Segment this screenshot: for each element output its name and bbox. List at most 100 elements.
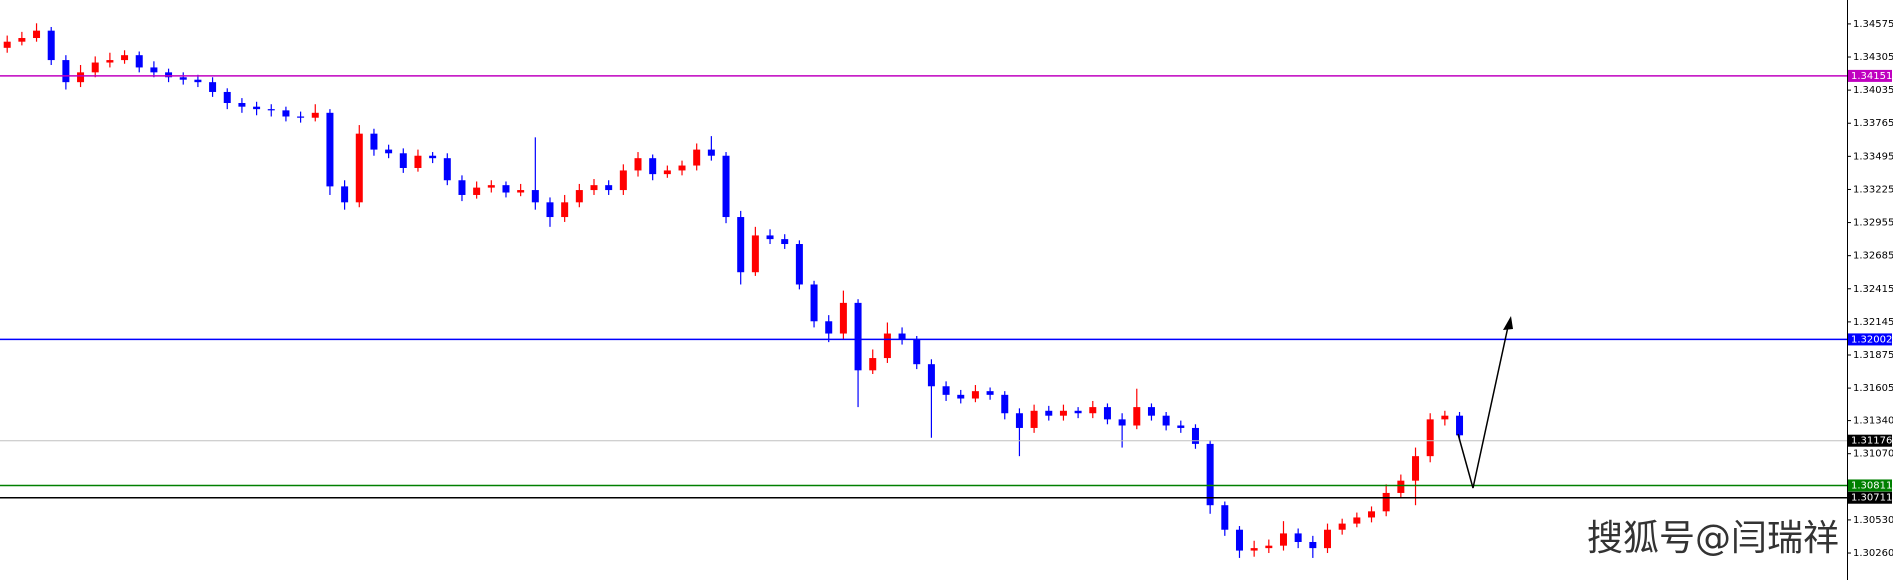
candle-body [326, 112, 334, 187]
candle-body [531, 190, 539, 203]
candle-body [414, 155, 422, 168]
y-tick-label: 1.34575 [1853, 19, 1893, 30]
candle-body [297, 116, 305, 118]
y-tick-label: 1.33765 [1853, 118, 1893, 129]
candle-body [223, 91, 231, 104]
candle-body [458, 180, 466, 195]
candle-body [517, 190, 525, 193]
candle-body [311, 112, 319, 118]
candle-body [649, 158, 657, 175]
candle-body [429, 155, 437, 159]
candle-body [502, 185, 510, 193]
candle-body [1059, 410, 1067, 416]
candle-body [942, 386, 950, 395]
level-label-bg [1848, 333, 1892, 346]
candle-body [1456, 415, 1464, 436]
candle-body [1265, 545, 1273, 549]
y-tick-label: 1.31340 [1853, 416, 1893, 427]
candle-body [883, 333, 891, 359]
candle-body [179, 77, 187, 80]
candle-body [1118, 419, 1126, 426]
candle-body [810, 284, 818, 322]
candle-body [737, 217, 745, 273]
candle-body [62, 60, 70, 83]
y-tick-label: 1.30260 [1853, 548, 1893, 559]
candle-body [1397, 480, 1405, 493]
candle-body [91, 62, 99, 73]
candle-body [194, 79, 202, 83]
y-tick-label: 1.31605 [1853, 383, 1893, 394]
level-label-bg [1848, 491, 1892, 504]
candle-body [106, 60, 114, 63]
candle-body [1206, 443, 1214, 506]
y-tick-label: 1.33495 [1853, 151, 1893, 162]
candle-body [267, 109, 275, 111]
candle-body [1089, 407, 1097, 414]
candle-body [1030, 410, 1038, 428]
candle-body [1221, 505, 1229, 530]
y-tick-label: 1.30530 [1853, 515, 1893, 526]
level-label: 1.30711 [1851, 493, 1892, 504]
y-tick-label: 1.32145 [1853, 317, 1893, 328]
candle-body [1324, 529, 1331, 549]
candle-body [1412, 456, 1420, 481]
plot: 1.34575 1.34305 1.34035 1.33765 1.33495 1.332… [0, 19, 1893, 559]
level-label: 1.34151 [1851, 71, 1892, 82]
candle-body [634, 158, 642, 171]
y-tick-label: 1.32955 [1853, 218, 1893, 229]
candle-body [707, 149, 715, 156]
candle-body [663, 170, 671, 175]
candle-body [487, 185, 495, 188]
candle-body [766, 235, 774, 240]
candle-body [3, 41, 11, 48]
candle-body [341, 186, 349, 203]
candle-body [385, 149, 393, 154]
candle-body [913, 339, 921, 365]
candle-body [1045, 410, 1053, 416]
arrow-head [1503, 316, 1513, 330]
candle-body [839, 302, 847, 334]
candle-body [47, 30, 55, 61]
candle-body [253, 106, 261, 110]
candle-body [370, 133, 378, 150]
candle-body [605, 185, 613, 191]
candle-body [1103, 407, 1111, 420]
candle-body [678, 165, 686, 171]
candle-body [1309, 541, 1317, 549]
level-label: 1.31176 [1851, 436, 1892, 447]
y-tick-label: 1.34305 [1853, 52, 1893, 63]
candle-body [561, 202, 569, 218]
candle-body [795, 244, 803, 285]
candle-body [546, 202, 554, 218]
candle-body [1001, 394, 1009, 414]
candle-body [150, 67, 158, 73]
candle-body [898, 333, 906, 340]
candle-body [355, 133, 363, 203]
candle-body [693, 149, 701, 166]
candle-body [1382, 492, 1390, 512]
candle-body [1426, 419, 1434, 457]
candle-body [1338, 523, 1346, 530]
candle-body [1133, 407, 1141, 426]
y-tick-label: 1.32415 [1853, 284, 1893, 295]
candle-body [722, 155, 730, 218]
candle-body [1015, 413, 1023, 428]
y-tick-label: 1.31875 [1853, 350, 1893, 361]
candle-body [781, 239, 789, 245]
candle-body [957, 394, 965, 399]
candle-body [1235, 529, 1243, 551]
candle-body [209, 82, 217, 92]
candle-body [1162, 415, 1170, 426]
candle-body [1191, 427, 1199, 444]
candle-body [825, 321, 833, 334]
candle-body [869, 358, 877, 371]
candle-body [77, 72, 85, 83]
candle-body [927, 364, 935, 387]
candle-body [165, 72, 173, 78]
candle-body [751, 235, 759, 273]
candle-body [443, 158, 451, 181]
candle-body [121, 55, 129, 61]
y-tick-label: 1.32685 [1853, 251, 1893, 262]
candle-body [1147, 407, 1155, 416]
